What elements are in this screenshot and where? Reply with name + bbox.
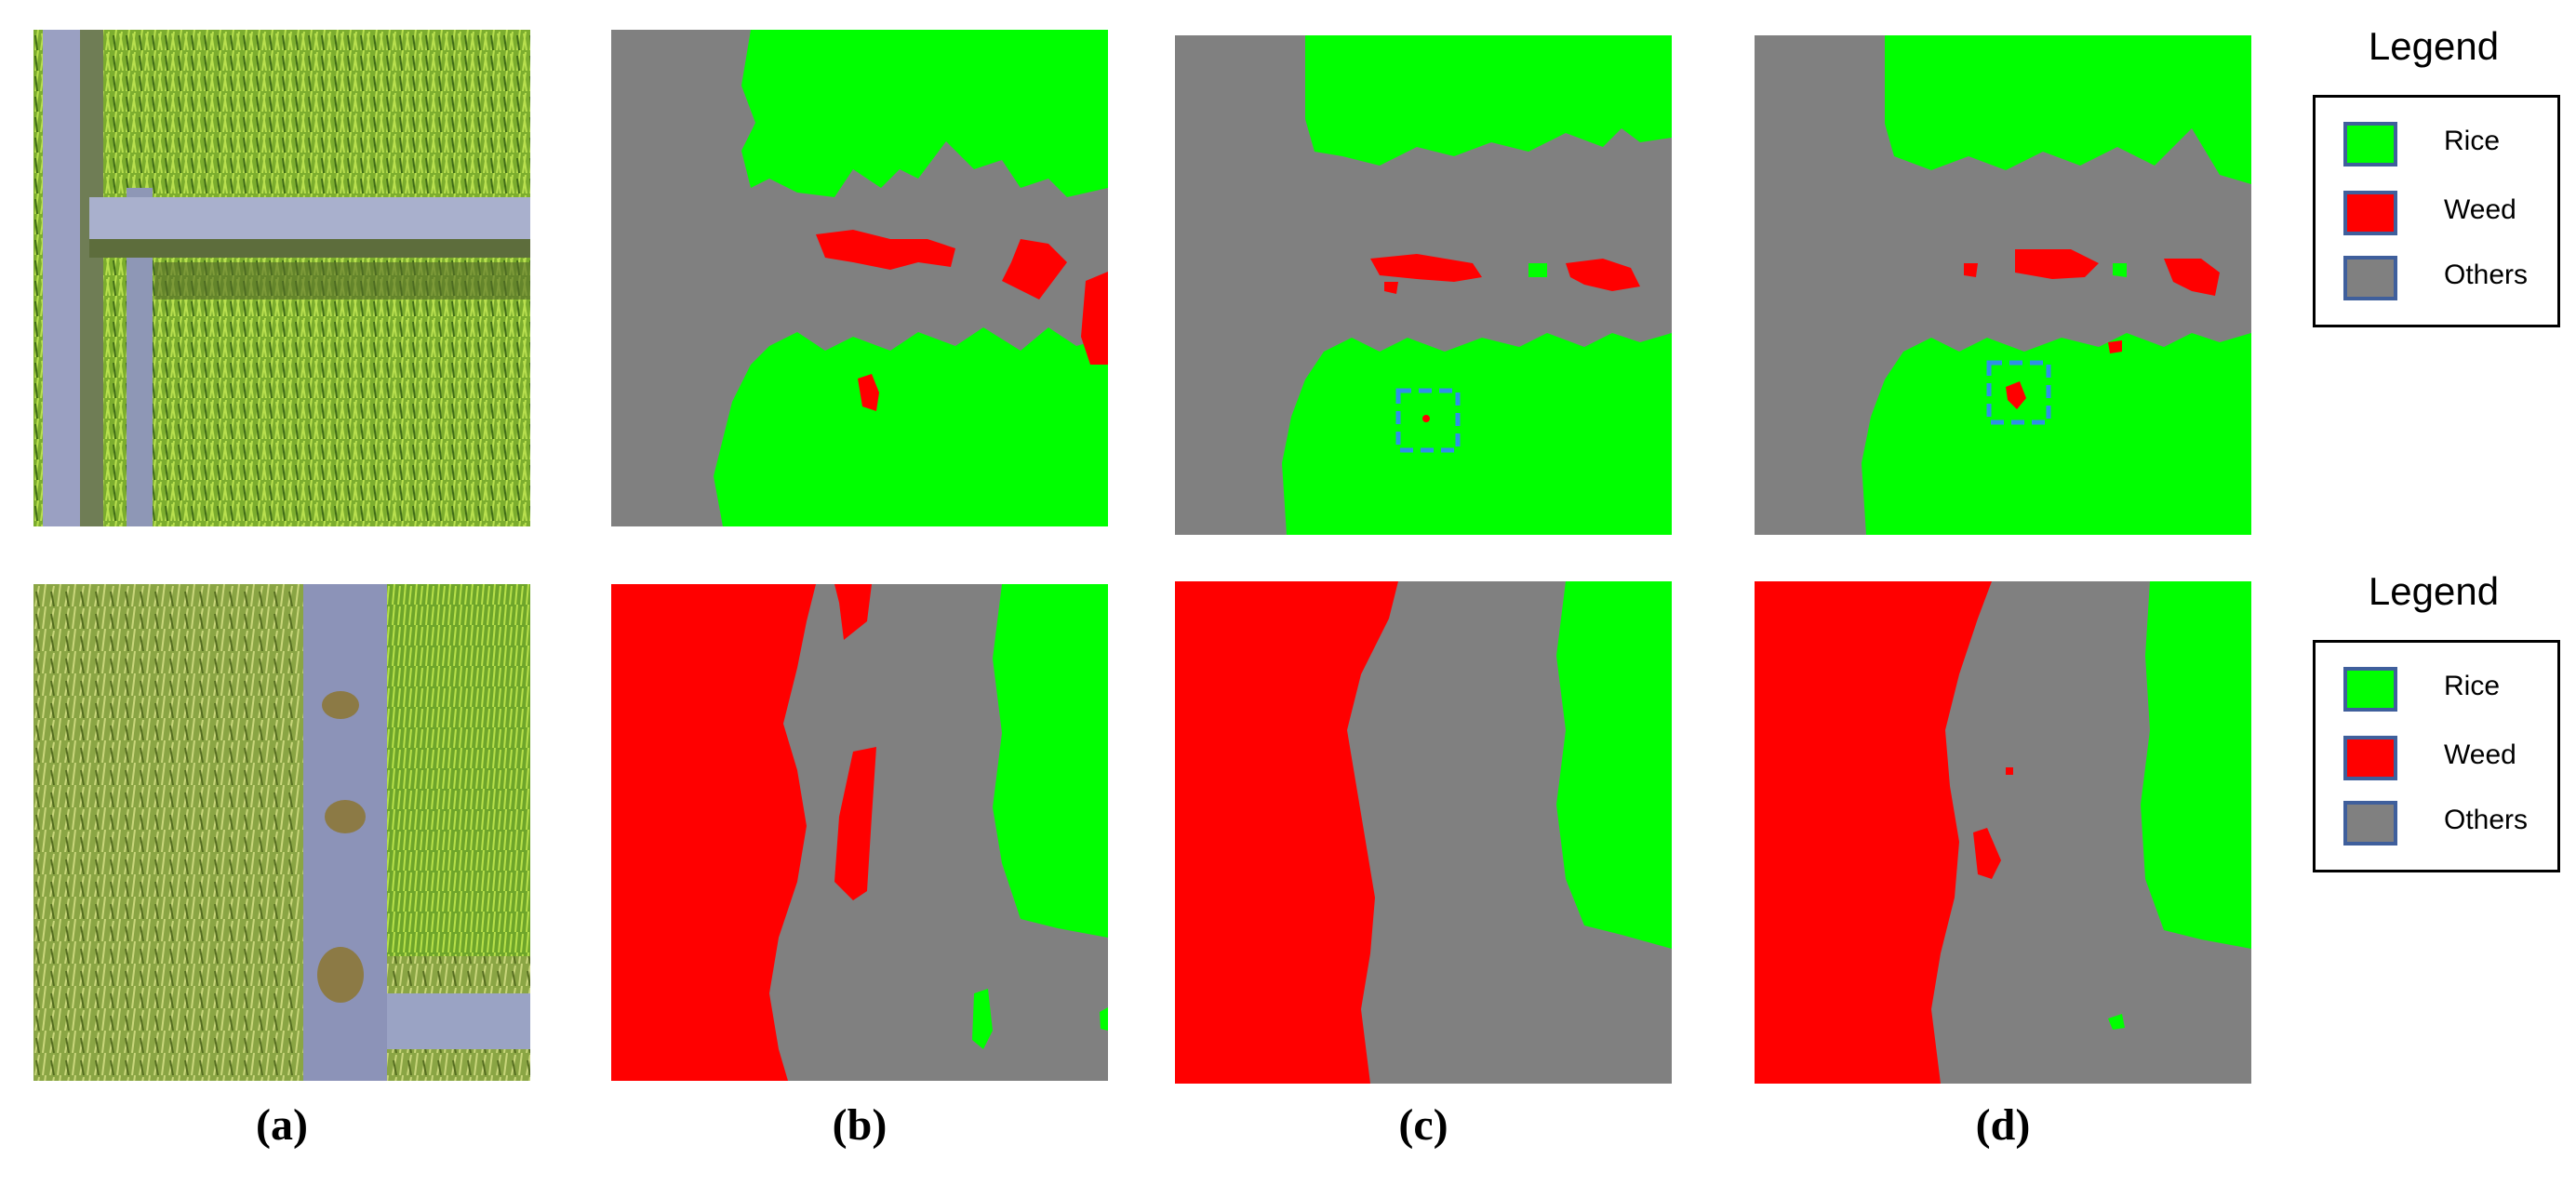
aerial-photo-2 bbox=[33, 584, 530, 1081]
rice-swatch bbox=[2343, 667, 2397, 712]
others-swatch bbox=[2343, 801, 2397, 845]
legend-label-rice: Rice bbox=[2444, 671, 2501, 701]
legend-item-weed: Weed bbox=[2343, 191, 2557, 239]
segmentation-map-b-2 bbox=[611, 584, 1108, 1081]
legend-2: Rice Weed Others bbox=[2313, 640, 2560, 872]
legend-title-1: Legend bbox=[2368, 24, 2500, 68]
segmentation-map-b-1 bbox=[611, 30, 1108, 526]
legend-label-others: Others bbox=[2444, 260, 2529, 290]
caption-b: (b) bbox=[832, 1100, 888, 1150]
legend-item-weed: Weed bbox=[2343, 736, 2557, 784]
weed-swatch bbox=[2343, 191, 2397, 235]
segmentation-map-d-1 bbox=[1755, 35, 2251, 535]
legend-item-rice: Rice bbox=[2343, 667, 2557, 715]
legend-1: Rice Weed Others bbox=[2313, 95, 2560, 327]
legend-label-rice: Rice bbox=[2444, 126, 2501, 156]
highlight-box bbox=[1395, 388, 1461, 453]
legend-item-rice: Rice bbox=[2343, 122, 2557, 170]
caption-c: (c) bbox=[1398, 1100, 1448, 1150]
segmentation-map-c-1 bbox=[1175, 35, 1672, 535]
highlight-box bbox=[1986, 360, 2051, 425]
legend-item-others: Others bbox=[2343, 801, 2557, 849]
others-swatch bbox=[2343, 256, 2397, 300]
legend-title-2: Legend bbox=[2368, 569, 2500, 613]
segmentation-map-c-2 bbox=[1175, 581, 1672, 1084]
legend-label-others: Others bbox=[2444, 805, 2529, 835]
rice-swatch bbox=[2343, 122, 2397, 166]
segmentation-map-d-2 bbox=[1755, 581, 2251, 1084]
weed-swatch bbox=[2343, 736, 2397, 780]
legend-item-others: Others bbox=[2343, 256, 2557, 304]
caption-a: (a) bbox=[256, 1100, 308, 1150]
legend-label-weed: Weed bbox=[2444, 739, 2516, 770]
caption-d: (d) bbox=[1975, 1100, 2031, 1150]
aerial-photo-1 bbox=[33, 30, 530, 526]
legend-label-weed: Weed bbox=[2444, 194, 2516, 225]
